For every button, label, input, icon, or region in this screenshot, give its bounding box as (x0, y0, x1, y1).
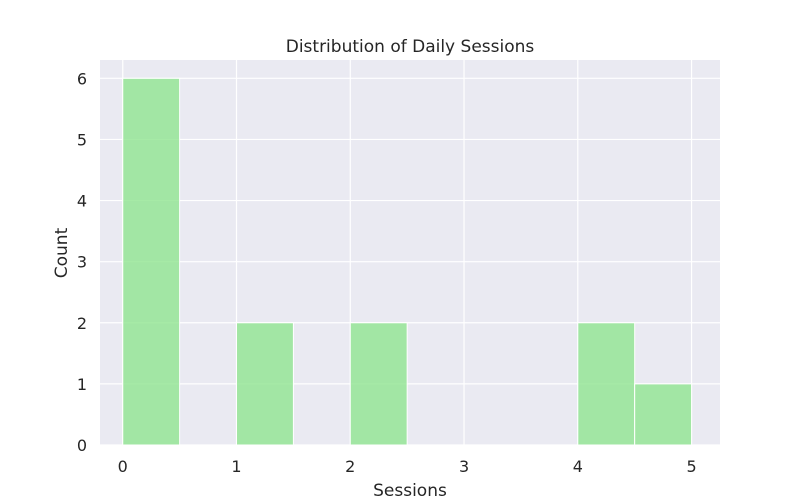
chart-title: Distribution of Daily Sessions (286, 37, 535, 57)
bars-group (122, 77, 693, 446)
x-tick-label: 3 (459, 457, 469, 476)
x-tick-label: 4 (573, 457, 583, 476)
histogram-bar (236, 322, 294, 446)
y-axis-label: Count (52, 227, 72, 278)
histogram-bar (577, 322, 636, 446)
x-tick-labels: 0 1 2 3 4 5 (118, 457, 697, 476)
y-tick-label: 1 (77, 375, 87, 394)
y-tick-label: 5 (77, 130, 87, 149)
x-tick-label: 0 (118, 457, 128, 476)
y-tick-labels: 0 1 2 3 4 5 6 (77, 69, 87, 455)
x-tick-label: 5 (686, 457, 696, 476)
y-tick-label: 0 (77, 436, 87, 455)
y-tick-label: 3 (77, 253, 87, 272)
histogram-bar (634, 383, 693, 446)
y-tick-label: 6 (77, 69, 87, 88)
y-tick-label: 4 (77, 192, 87, 211)
histogram-bar (122, 77, 181, 446)
histogram-bar (349, 322, 408, 446)
x-tick-label: 1 (231, 457, 241, 476)
y-tick-label: 2 (77, 314, 87, 333)
grid-lines (100, 60, 720, 446)
x-axis-label: Sessions (373, 481, 447, 500)
x-tick-label: 2 (345, 457, 355, 476)
